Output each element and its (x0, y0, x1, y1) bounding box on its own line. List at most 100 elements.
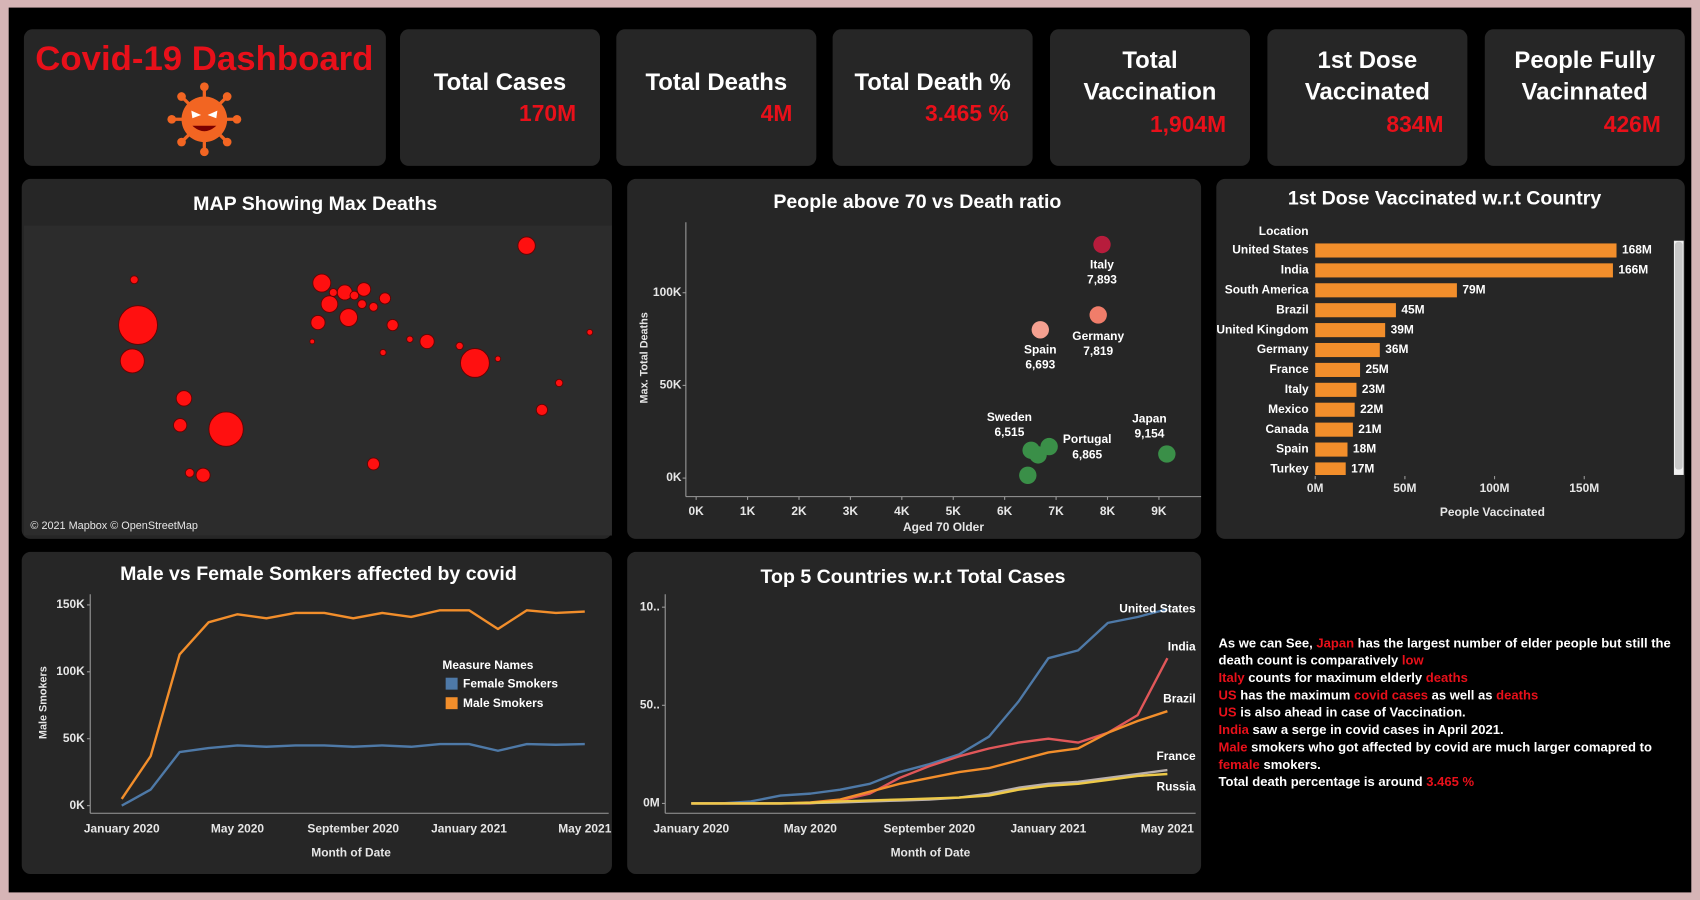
death-bubble (119, 348, 145, 374)
virus-icon (167, 82, 242, 157)
x-tick-label: 0M (1307, 481, 1324, 495)
x-axis-title: Month of Date (311, 846, 391, 860)
y-tick-label: 50K (63, 731, 85, 745)
death-bubble (336, 284, 353, 301)
point-value-label: 7,893 (1087, 272, 1117, 286)
x-tick-label: 3K (843, 504, 859, 518)
point-label: Spain (1024, 343, 1057, 357)
insight-text: smokers. (1259, 756, 1321, 773)
x-axis-title: People Vaccinated (1440, 505, 1545, 519)
bar (1315, 263, 1613, 278)
death-bubble (555, 378, 564, 388)
bar-value-label: 17M (1351, 462, 1374, 476)
x-tick-label: January 2021 (1010, 822, 1086, 836)
y-axis-title: Max. Total Deaths (638, 312, 650, 403)
category-label: Canada (1266, 422, 1310, 436)
bar-value-label: 22M (1360, 402, 1383, 416)
insight-text: Total death percentage is around (1218, 774, 1427, 790)
bar-rows: United States 168M India 166M South America 7… (1216, 243, 1652, 476)
highlight: female (1218, 756, 1260, 773)
chart-title: Top 5 Countries w.r.t Total Cases (761, 566, 1066, 588)
death-bubble (173, 418, 188, 433)
bar-value-label: 36M (1385, 342, 1408, 356)
y-tick-label: 0K (69, 798, 85, 812)
kpi-card (1484, 29, 1685, 166)
category-label: Italy (1285, 382, 1309, 396)
bar (1315, 283, 1457, 298)
chart-title: 1st Dose Vaccinated w.r.t Country (1288, 188, 1601, 210)
bar (1315, 402, 1355, 417)
kpi-card (400, 29, 600, 166)
point-value-label: 9,154 (1134, 427, 1164, 441)
insight-text: has the largest number of elder people b… (1218, 635, 1671, 668)
x-tick-label: May 2021 (558, 822, 612, 836)
highlight: deaths (1425, 670, 1468, 686)
category-label: South America (1225, 282, 1309, 296)
chart-title: Male vs Female Somkers affected by covid (120, 563, 517, 585)
category-header: Location (1259, 224, 1309, 238)
panel (627, 551, 1202, 874)
bar (1315, 362, 1361, 377)
death-bubble (208, 411, 244, 447)
kpi-value: 170M (519, 100, 576, 126)
x-axis-title: Aged 70 Older (903, 520, 984, 534)
death-bubble (386, 319, 399, 332)
line-end-label: India (1168, 640, 1196, 654)
death-bubble (312, 273, 332, 293)
x-tick-label: 2K (791, 504, 807, 518)
series-line (691, 772, 1168, 805)
death-bubble (195, 467, 211, 483)
bar (1315, 303, 1396, 318)
death-bubble (586, 328, 594, 336)
dashboard-title: Covid-19 Dashboard (35, 40, 373, 78)
insight-text: has the maximum (1236, 687, 1355, 703)
y-tick-label: 0M (643, 796, 660, 810)
line-end-label: Brazil (1163, 692, 1196, 706)
kpi-value: 4M (761, 100, 793, 126)
map-attribution: © 2021 Mapbox © OpenStreetMap (30, 520, 197, 532)
x-tick-label: 6K (997, 504, 1013, 518)
death-bubble (309, 338, 316, 345)
x-tick-label: 1K (740, 504, 756, 518)
death-bubble (175, 390, 193, 407)
kpi-card (1267, 29, 1468, 166)
death-bubble (339, 308, 358, 327)
scatter-point (1031, 321, 1049, 339)
scatter-point (1093, 235, 1111, 254)
bar-value-label: 45M (1401, 302, 1424, 316)
point-value-label: 7,819 (1083, 344, 1113, 358)
point-value-label: 6,865 (1072, 447, 1102, 461)
bar-value-label: 166M (1618, 263, 1648, 277)
kpi-label: Total Deaths (645, 69, 787, 96)
death-bubble (535, 403, 548, 416)
scrollbar-thumb[interactable] (1675, 241, 1683, 470)
point-label: Japan (1132, 411, 1167, 425)
bar (1315, 342, 1380, 358)
bar-value-label: 79M (1462, 282, 1485, 296)
point-label: Sweden (987, 410, 1032, 424)
category-label: France (1269, 362, 1309, 376)
bar-value-label: 25M (1365, 362, 1388, 376)
panel (21, 551, 612, 874)
kpi-value: 426M (1604, 111, 1661, 137)
map-background (23, 225, 612, 536)
highlight: US (1218, 687, 1237, 703)
x-tick-label: January 2020 (84, 822, 160, 836)
death-bubble (367, 457, 380, 471)
scatter-point (1089, 306, 1107, 324)
x-tick-label: 8K (1100, 504, 1116, 518)
line-end-label: Russia (1156, 779, 1196, 793)
category-label: United Kingdom (1216, 322, 1308, 336)
kpi-value: 834M (1386, 111, 1443, 137)
x-tick-label: May 2021 (1141, 822, 1195, 836)
death-bubble (357, 299, 367, 309)
scatter-point (1158, 445, 1176, 463)
legend-label: Female Smokers (463, 676, 558, 690)
death-bubble (517, 236, 536, 255)
scatter-point (1019, 466, 1037, 484)
x-tick-label: May 2020 (784, 822, 838, 836)
category-label: United States (1232, 243, 1309, 257)
death-bubble (419, 333, 435, 350)
